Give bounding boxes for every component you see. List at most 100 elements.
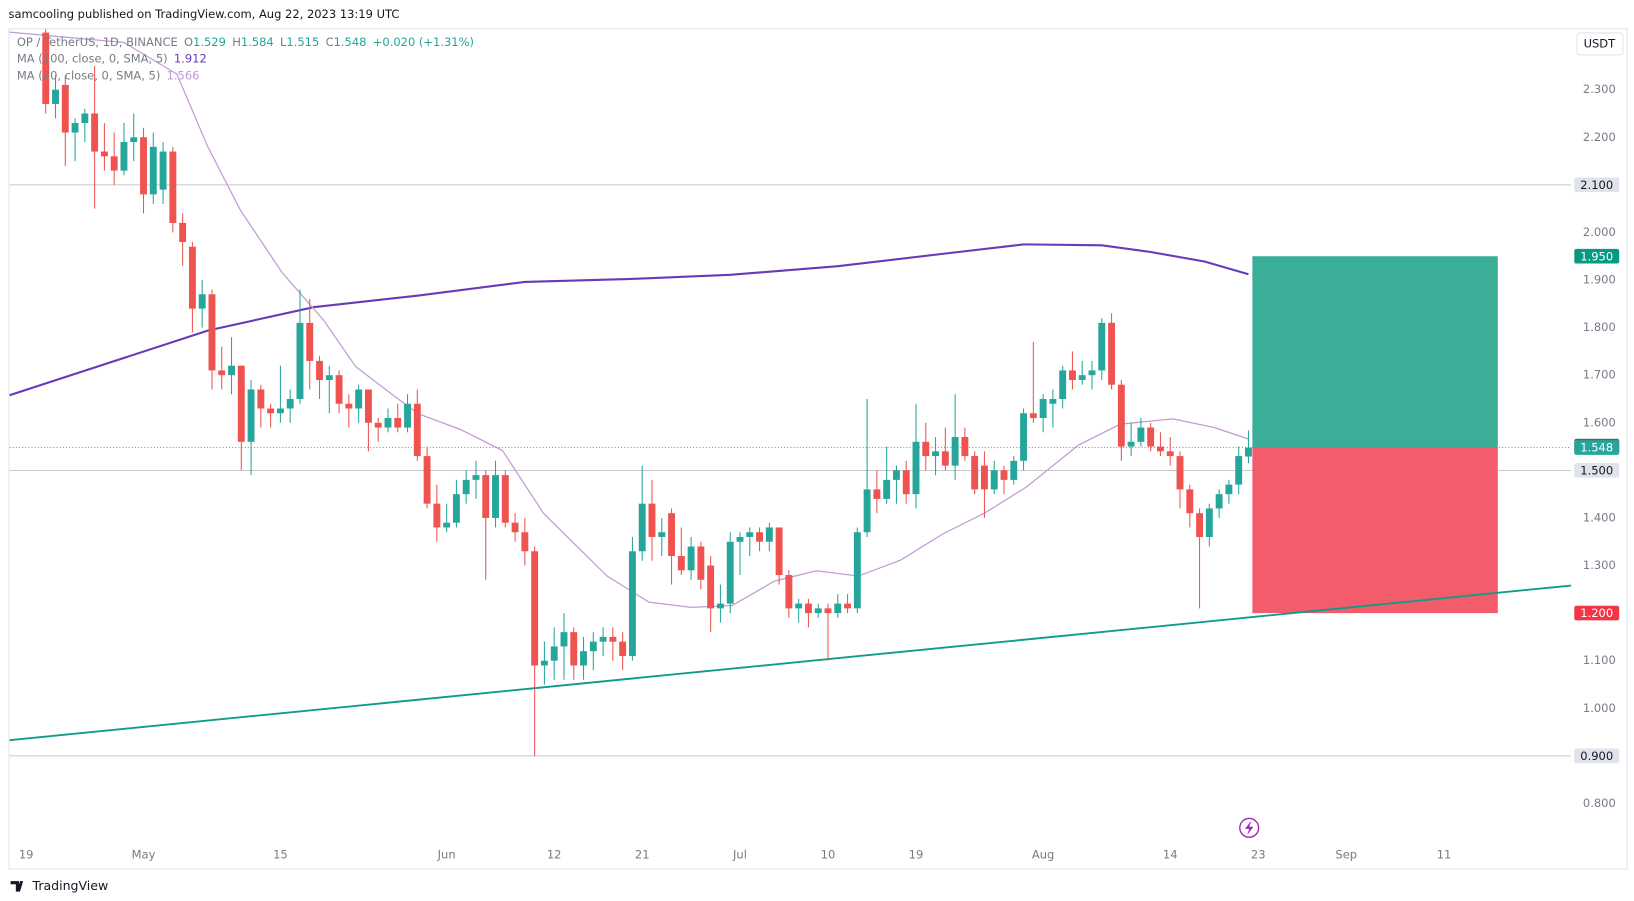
candle-body [736, 536, 744, 542]
candle-body [1176, 456, 1184, 490]
candle-body [52, 89, 59, 104]
candle-body [228, 365, 235, 376]
candle-body [1049, 398, 1057, 404]
x-tick-label: 14 [1163, 848, 1178, 862]
candle-body [726, 541, 734, 604]
candle-body [824, 608, 832, 614]
candle-body [1235, 456, 1243, 485]
candle-body [941, 451, 949, 466]
legend-ma-value: 1.912 [174, 51, 207, 65]
candle-body [951, 437, 959, 466]
candle-body [208, 294, 216, 371]
candle-body [892, 470, 900, 480]
candle-body [335, 375, 343, 404]
candle-body [345, 403, 353, 409]
candle-body [902, 470, 910, 495]
x-tick-label: 12 [547, 848, 562, 862]
candle-body [71, 123, 79, 133]
candle-body [775, 527, 783, 576]
candle-body [1088, 370, 1096, 376]
legend-value: 1.548 [334, 34, 367, 48]
candle-body [1157, 446, 1164, 452]
currency[interactable]: USDT [1584, 36, 1617, 50]
candle-body [462, 479, 470, 495]
plot-area [9, 29, 1572, 757]
candle-body [540, 660, 548, 666]
x-tick-label: 11 [1437, 848, 1452, 862]
candle-body [570, 632, 578, 666]
candle-body [1078, 375, 1086, 380]
candle-body [550, 646, 558, 661]
candle-body [179, 222, 187, 242]
currency-button[interactable]: USDT [1576, 32, 1624, 56]
candle-body [922, 441, 930, 457]
chart-frame [8, 28, 1628, 870]
x-tick-label: Jun [437, 848, 456, 862]
y-tick-label: 1.800 [1583, 320, 1616, 334]
candle-body [1205, 508, 1213, 537]
x-tick-label: May [132, 848, 156, 862]
candle-body [384, 418, 392, 428]
candle-body [785, 575, 793, 609]
y-tick-label: 2.300 [1583, 82, 1616, 96]
candle-body [844, 603, 851, 609]
candle-body [1147, 427, 1155, 447]
price-badge [1574, 605, 1620, 621]
candle-body [883, 479, 891, 499]
candle-body [149, 146, 157, 195]
legend-ma-name: MA (20, close, 0, SMA, 5) [17, 68, 160, 82]
candle-body [765, 527, 773, 542]
candle-body [795, 603, 803, 609]
price-badge [1574, 440, 1620, 455]
x-tick-label: Aug [1032, 848, 1054, 862]
footer-brand: TradingView [32, 878, 109, 893]
candle-body [364, 389, 372, 423]
candle-body [1108, 322, 1116, 385]
footer-logo: TradingView [10, 878, 109, 893]
x-tick-label: 10 [821, 848, 836, 862]
candle-body [1196, 513, 1204, 537]
candle-body [1245, 447, 1252, 457]
candle-body [316, 360, 323, 380]
candle-body [756, 532, 763, 542]
position-loss [1252, 447, 1498, 614]
y-tick-label: 1.900 [1583, 273, 1616, 287]
price-badge-label: 2.100 [1580, 178, 1613, 192]
candle-body [1010, 460, 1018, 480]
candle-body [482, 475, 490, 518]
moving-average [9, 31, 1249, 609]
candle-body [100, 151, 108, 157]
candle-body [1098, 322, 1106, 371]
candle-body [218, 370, 226, 376]
candle-body [91, 113, 99, 152]
y-tick-label: 1.400 [1583, 510, 1616, 524]
legend-value: 1.529 [193, 34, 226, 48]
candle-body [140, 137, 147, 195]
candle-body [638, 503, 646, 552]
candle-body [863, 489, 871, 533]
moving-average [9, 243, 1249, 397]
legend-ma-row: MA (200, close, 0, SMA, 5) 1.912 [17, 51, 207, 65]
candle-body [716, 603, 724, 609]
candle-body [188, 246, 196, 309]
candle-body [61, 84, 69, 133]
candle-body [707, 565, 715, 609]
candle-body [677, 556, 685, 571]
price-badge-label: 0.900 [1580, 749, 1613, 763]
candle-body [971, 456, 979, 490]
x-tick-label: 15 [273, 848, 288, 862]
candle-body [42, 32, 50, 104]
x-tick-label: 19 [19, 848, 34, 862]
price-badge-label: 1.200 [1580, 606, 1613, 620]
candle-body [394, 418, 402, 428]
candle-body [501, 475, 509, 523]
candle-body [1039, 398, 1047, 419]
candle-body [1127, 441, 1135, 447]
candle-body [648, 503, 656, 537]
candle-body [1186, 489, 1194, 514]
candle-body [980, 465, 988, 490]
candle-body [687, 546, 695, 571]
price-badge-label: 1.500 [1580, 463, 1613, 477]
x-tick-label: 23 [1251, 848, 1266, 862]
candle-body [1000, 470, 1008, 480]
